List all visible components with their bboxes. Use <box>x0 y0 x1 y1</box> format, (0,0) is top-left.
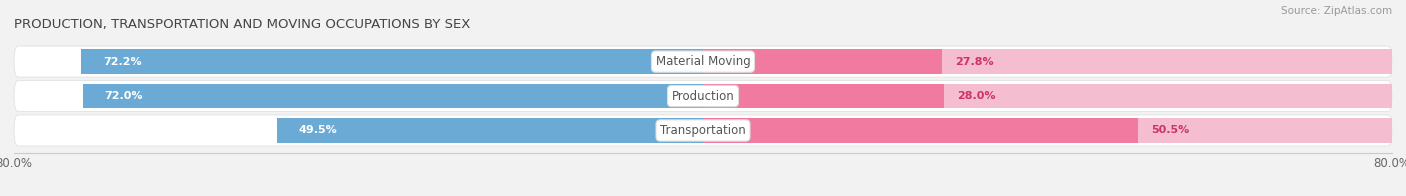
Bar <box>942 49 1392 74</box>
Bar <box>83 84 703 108</box>
Text: Source: ZipAtlas.com: Source: ZipAtlas.com <box>1281 6 1392 16</box>
FancyBboxPatch shape <box>14 81 1392 112</box>
Text: 50.5%: 50.5% <box>1152 125 1189 135</box>
Bar <box>703 84 945 108</box>
Bar <box>945 84 1392 108</box>
FancyBboxPatch shape <box>14 46 1392 77</box>
Text: 72.0%: 72.0% <box>104 91 143 101</box>
Bar <box>0 84 14 108</box>
Text: 72.2%: 72.2% <box>103 57 142 67</box>
Bar <box>277 118 703 143</box>
Text: 28.0%: 28.0% <box>957 91 995 101</box>
Text: Production: Production <box>672 90 734 103</box>
Bar <box>1137 118 1392 143</box>
Bar <box>0 49 14 74</box>
Bar <box>82 49 703 74</box>
Text: PRODUCTION, TRANSPORTATION AND MOVING OCCUPATIONS BY SEX: PRODUCTION, TRANSPORTATION AND MOVING OC… <box>14 18 471 31</box>
Bar <box>703 118 1137 143</box>
Text: Material Moving: Material Moving <box>655 55 751 68</box>
Text: 49.5%: 49.5% <box>298 125 337 135</box>
Text: 27.8%: 27.8% <box>955 57 994 67</box>
Bar <box>0 118 14 143</box>
FancyBboxPatch shape <box>14 115 1392 146</box>
Text: Transportation: Transportation <box>661 124 745 137</box>
Bar <box>703 49 942 74</box>
